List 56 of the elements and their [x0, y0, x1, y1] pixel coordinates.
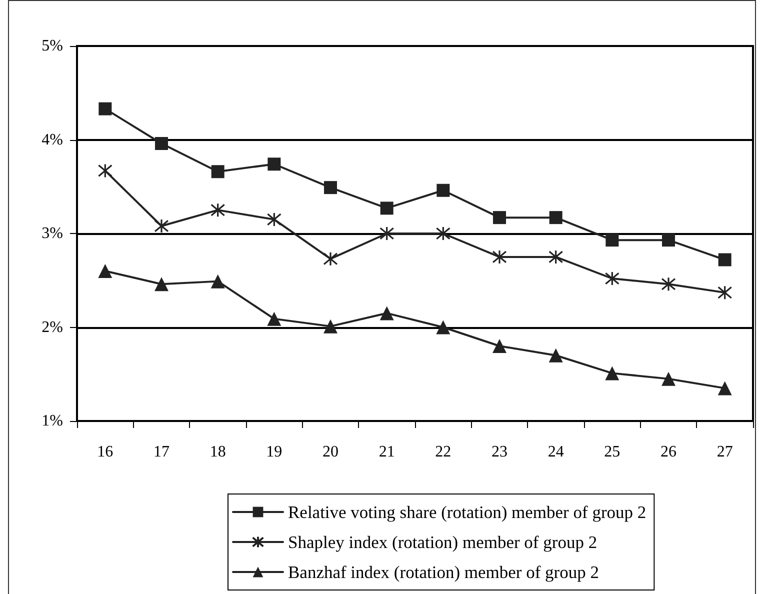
point [548, 348, 563, 362]
point [154, 218, 169, 234]
point [492, 250, 507, 264]
point [548, 250, 564, 264]
point [549, 211, 562, 224]
point [436, 226, 450, 241]
point [718, 381, 732, 396]
point [267, 312, 282, 326]
point [210, 274, 225, 288]
point [155, 137, 168, 150]
point [493, 211, 506, 224]
point [268, 158, 281, 171]
x-tick-label: 27 [716, 444, 733, 460]
point [436, 184, 450, 197]
point [98, 102, 112, 116]
x-tick-label: 18 [210, 444, 226, 460]
point [436, 320, 450, 334]
x-tick-label: 21 [378, 444, 395, 460]
legend-label: Banzhaf index (rotation) member of group 2 [288, 562, 600, 582]
point [154, 277, 168, 292]
point [718, 253, 732, 266]
x-tick-label: 26 [660, 444, 676, 460]
point [380, 202, 394, 215]
point [324, 319, 338, 334]
point [98, 264, 112, 278]
point [718, 285, 732, 300]
point [210, 202, 226, 218]
y-tick-label: 5% [42, 38, 63, 54]
y-tick-label: 2% [42, 318, 63, 336]
point [492, 339, 506, 353]
point [606, 234, 619, 247]
legend-label: Shapley index (rotation) member of group 2 [288, 532, 598, 552]
x-tick-label: 25 [604, 444, 620, 460]
x-tick-label: 17 [154, 444, 170, 460]
x-tick-label: 22 [435, 444, 452, 460]
x-tick-label: 16 [97, 444, 114, 460]
x-tick-label: 20 [322, 444, 338, 460]
point [323, 252, 338, 266]
point [211, 165, 224, 178]
point [380, 226, 394, 241]
point [662, 372, 676, 386]
legend-label: Relative voting share (rotation) member of group 2 [288, 502, 646, 522]
y-tick-label: 3% [42, 225, 63, 242]
point [605, 366, 620, 380]
x-tick-label: 23 [492, 444, 508, 460]
x-tick-label: 19 [266, 444, 282, 460]
point [266, 212, 282, 227]
point [662, 234, 675, 247]
point [380, 306, 394, 320]
y-tick-label: 1% [42, 412, 63, 430]
x-tick-label: 24 [548, 444, 564, 460]
y-tick-label: 4% [42, 131, 63, 148]
point [661, 276, 676, 292]
point [324, 181, 337, 194]
point [98, 163, 112, 178]
point [604, 271, 620, 286]
